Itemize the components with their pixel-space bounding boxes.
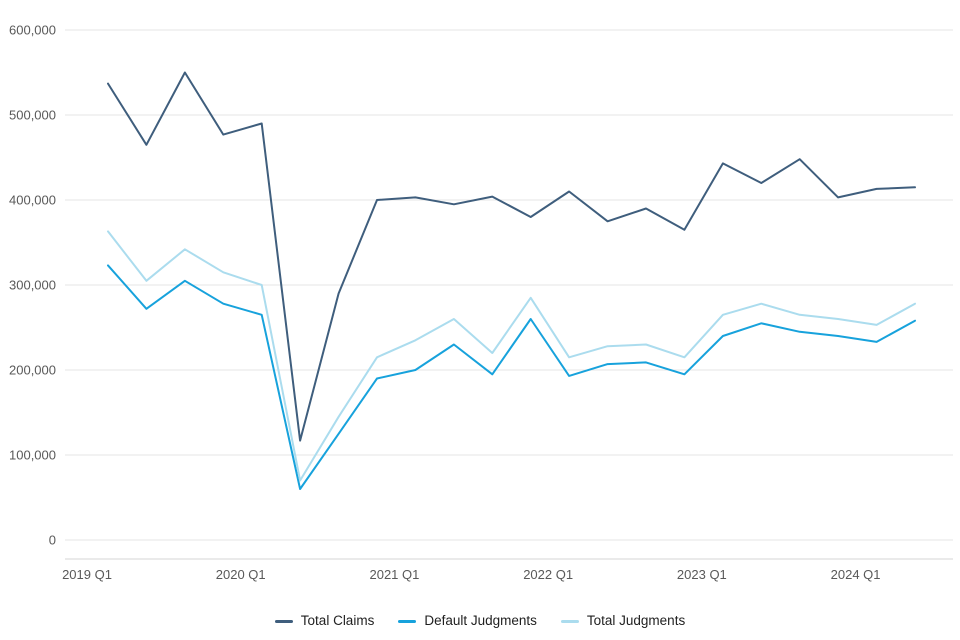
legend-item-total-claims: Total Claims [274,613,375,629]
legend-swatch-total-judgments-icon [560,619,579,623]
x-tick-label: 2024 Q1 [831,567,881,582]
x-tick-label: 2019 Q1 [62,567,112,582]
y-tick-label: 400,000 [9,193,56,208]
series-line-total-claims [107,71,916,442]
x-tick-label: 2023 Q1 [677,567,727,582]
series-line-total-judgments [107,230,916,482]
x-tick-label: 2020 Q1 [216,567,266,582]
chart-legend: Total Claims Default Judgments Total Jud… [0,608,960,634]
legend-item-total-judgments: Total Judgments [560,613,686,629]
y-tick-label: 100,000 [9,448,56,463]
y-tick-label: 0 [49,533,56,548]
y-tick-label: 300,000 [9,278,56,293]
legend-item-default-judgments: Default Judgments [398,614,537,628]
series-line-default-judgments [107,264,916,490]
y-tick-label: 500,000 [9,108,56,123]
y-tick-label: 200,000 [9,363,56,378]
legend-label-default-judgments: Default Judgments [424,613,537,629]
x-tick-label: 2021 Q1 [369,567,419,582]
legend-swatch-total-claims-icon [274,619,293,623]
legend-label-total-judgments: Total Judgments [586,613,686,629]
x-tick-label: 2022 Q1 [523,567,573,582]
y-tick-label: 600,000 [9,23,56,38]
legend-swatch-default-judgments-icon [398,619,417,623]
legend-label-total-claims: Total Claims [300,613,375,629]
